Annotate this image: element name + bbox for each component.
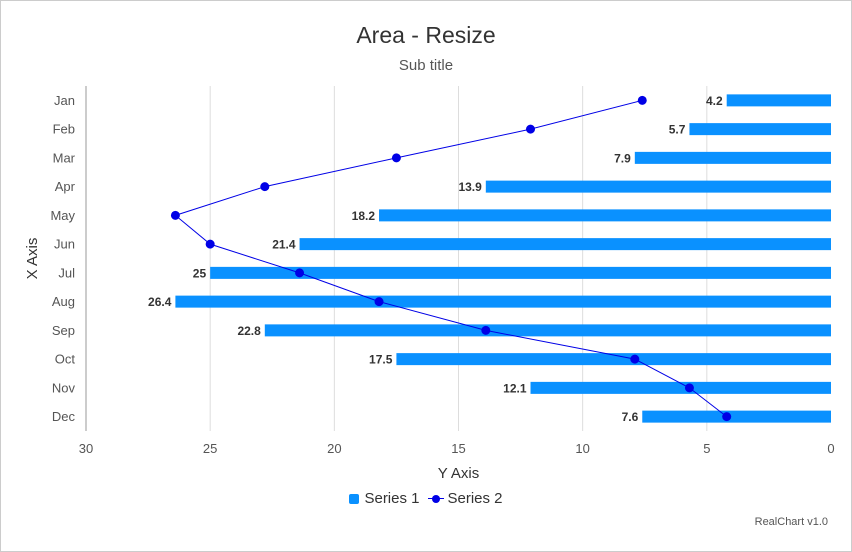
legend: Series 1 Series 2	[0, 490, 852, 507]
series-2-point	[630, 354, 640, 364]
bar	[299, 238, 832, 251]
category-tick-label: Aug	[52, 294, 75, 309]
bar-data-label: 26.4	[148, 295, 172, 309]
category-tick-label: Sep	[52, 323, 75, 338]
bar	[726, 94, 831, 107]
value-axis-tick-label: 10	[575, 441, 589, 456]
series-2-point	[295, 268, 305, 278]
category-tick-label: Mar	[53, 150, 76, 165]
chart-subtitle: Sub title	[398, 57, 454, 74]
chart-title: Area - Resize	[356, 22, 496, 48]
series-2-line	[174, 99, 728, 418]
legend-swatch-bar-icon	[349, 493, 360, 504]
credits: RealChart v1.0	[754, 516, 828, 528]
bar	[485, 180, 831, 193]
value-axis-tick-label: 15	[451, 441, 465, 456]
bar-data-label: 4.2	[706, 94, 723, 108]
bar	[379, 209, 831, 222]
bar-data-label: 7.6	[622, 410, 639, 424]
series-2-point	[391, 153, 401, 163]
series-2-point	[481, 325, 491, 335]
series-2-point	[684, 383, 694, 393]
value-axis-title: Y Axis	[438, 465, 479, 482]
bar-data-label: 5.7	[669, 123, 686, 137]
legend-swatch-line-icon	[427, 494, 444, 504]
series-2-point	[637, 95, 647, 105]
value-axis-tick-label: 5	[703, 441, 710, 456]
series-2-point	[374, 297, 384, 307]
category-tick-label: Jun	[54, 237, 75, 252]
category-tick-label: Dec	[52, 409, 76, 424]
bar-data-label: 12.1	[503, 381, 527, 395]
bar-data-label: 7.9	[614, 151, 631, 165]
category-tick-label: May	[50, 208, 75, 223]
value-axis-tick-label: 0	[827, 441, 834, 456]
value-axis-tick-label: 20	[327, 441, 341, 456]
bar	[634, 151, 831, 164]
bar	[642, 410, 831, 423]
category-tick-label: Apr	[55, 179, 76, 194]
series-2-point	[526, 124, 536, 134]
bar-data-label: 22.8	[237, 324, 261, 338]
bar-data-label: 21.4	[272, 238, 296, 252]
series-2-point	[170, 210, 180, 220]
bar-data-label: 17.5	[369, 353, 393, 367]
legend-item-series-1[interactable]: Series 1	[349, 490, 420, 507]
bar	[210, 266, 831, 279]
series-2-point	[722, 412, 732, 422]
bar	[175, 295, 831, 308]
bar-data-label: 13.9	[458, 180, 482, 194]
legend-label-series-2: Series 2	[447, 490, 503, 507]
legend-label-series-1: Series 1	[364, 490, 420, 507]
category-tick-label: Oct	[55, 352, 76, 367]
category-tick-label: Feb	[53, 122, 75, 137]
value-axis-tick-label: 25	[203, 441, 217, 456]
bar-data-label: 18.2	[352, 209, 376, 223]
series-2-point	[205, 239, 215, 249]
category-tick-label: Jul	[58, 265, 75, 280]
category-tick-label: Jan	[54, 93, 75, 108]
category-axis-title: X Axis	[24, 238, 41, 280]
value-axis-tick-label: 30	[79, 441, 93, 456]
category-tick-label: Nov	[52, 380, 76, 395]
bar-data-label: 25	[193, 266, 207, 280]
bar	[396, 353, 831, 366]
bar	[530, 381, 831, 394]
bar	[689, 123, 831, 136]
bar	[264, 324, 831, 337]
series-2-point	[260, 182, 270, 192]
legend-item-series-2[interactable]: Series 2	[427, 490, 503, 507]
